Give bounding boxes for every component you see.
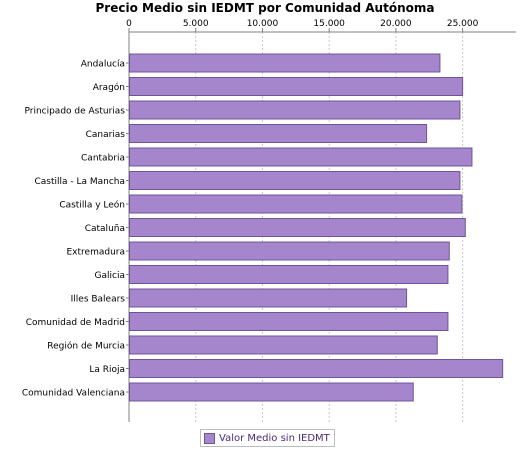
bar <box>129 312 449 331</box>
x-tick-label: 20.000 <box>380 19 412 29</box>
bar <box>129 265 449 284</box>
category-label: Extremadura <box>67 248 126 258</box>
bar <box>129 124 428 143</box>
category-label: Comunidad Valenciana <box>22 389 125 399</box>
category-label: Cantabria <box>81 154 125 164</box>
x-axis: 0 5.000 10.000 15.000 20.000 25.000 <box>126 19 516 422</box>
category-label: Cataluña <box>85 224 125 234</box>
category-label: Canarias <box>86 130 126 140</box>
x-tick-label: 25.000 <box>447 19 479 29</box>
bar <box>129 241 450 261</box>
category-label: Illes Balears <box>71 295 126 305</box>
bar <box>129 194 463 214</box>
category-label: Región de Murcia <box>47 341 125 352</box>
bar <box>129 77 464 96</box>
bars <box>129 53 504 402</box>
bar <box>129 288 408 308</box>
category-label: La Rioja <box>89 365 125 375</box>
legend: Valor Medio sin IEDMT <box>200 429 335 447</box>
x-tick-label: 15.000 <box>313 19 345 29</box>
bar <box>129 147 473 167</box>
category-labels: Andalucía Aragón Principado de Asturias Can… <box>22 60 125 399</box>
category-label: Galicia <box>95 271 125 281</box>
bar <box>129 171 461 190</box>
grid-lines <box>195 32 464 422</box>
bar <box>129 359 504 378</box>
legend-label: Valor Medio sin IEDMT <box>219 432 330 444</box>
legend-swatch <box>204 432 215 444</box>
bar <box>129 382 414 402</box>
category-label: Andalucía <box>81 60 125 70</box>
x-tick-label: 10.000 <box>247 19 279 29</box>
x-tick-label: 0 <box>126 19 132 29</box>
x-tick-label: 5.000 <box>183 19 209 29</box>
category-label: Castilla - La Mancha <box>34 177 125 187</box>
category-label: Principado de Asturias <box>24 107 125 117</box>
bar <box>129 335 438 355</box>
bar <box>129 218 466 237</box>
category-label: Aragón <box>93 82 125 93</box>
bar <box>129 100 461 120</box>
category-label: Comunidad de Madrid <box>26 318 125 328</box>
category-label: Castilla y León <box>59 200 125 211</box>
chart-title: Precio Medio sin IEDMT por Comunidad Aut… <box>96 1 435 15</box>
bar <box>129 53 441 73</box>
